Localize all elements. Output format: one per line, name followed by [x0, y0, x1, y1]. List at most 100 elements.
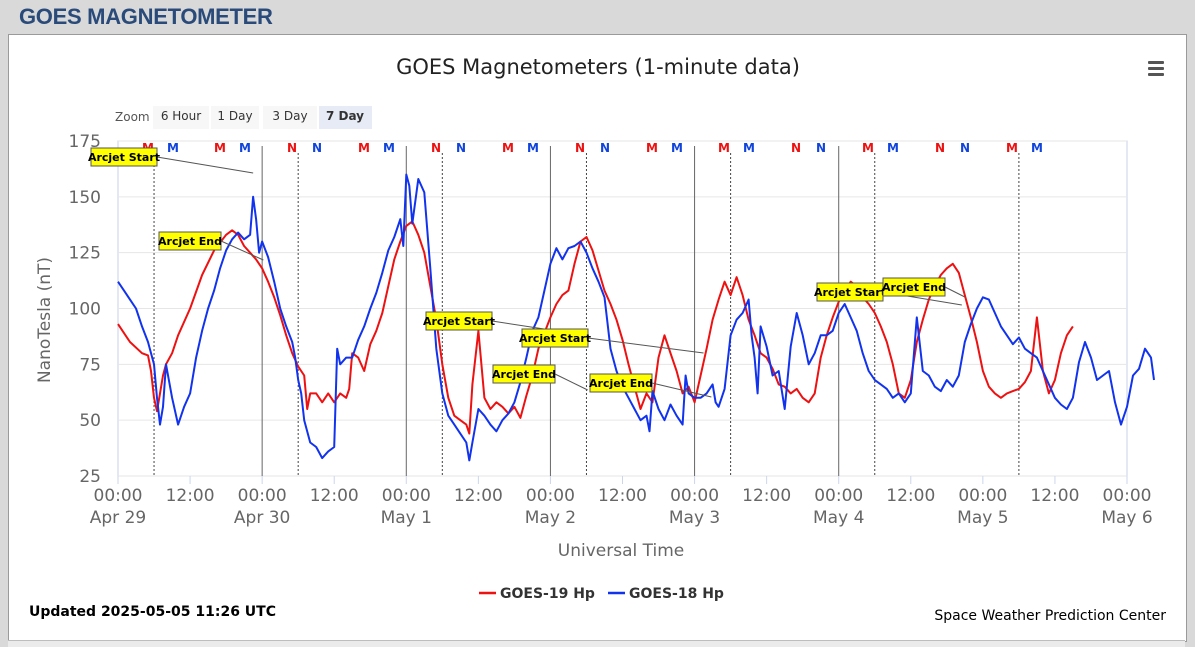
chart-title: GOES Magnetometers (1-minute data) [396, 55, 800, 79]
x-tick-date-label: May 5 [957, 508, 1008, 528]
arcjet-label: Arcjet Start [88, 151, 160, 164]
x-tick-label: 00:00 [1103, 486, 1152, 506]
arcjet-callout-box [158, 231, 222, 251]
eclipse-marker-goes18: N [816, 141, 826, 155]
arcjet-leader-line [587, 337, 704, 354]
y-tick-label: 75 [79, 355, 101, 375]
x-tick-label: 00:00 [958, 486, 1007, 506]
arcjet-label: Arcjet End [882, 281, 946, 294]
x-tick-label: 12:00 [166, 486, 215, 506]
arcjet-label: Arcjet End [492, 368, 556, 381]
arcjet-callout-box [90, 147, 158, 167]
eclipse-marker-goes19: N [431, 141, 441, 155]
zoom-button-label: 6 Hour [161, 109, 201, 123]
zoom-controls: Zoom 6 Hour 1 Day 3 Day 7 Day [115, 106, 372, 129]
x-tick-date-label: Apr 29 [90, 508, 146, 528]
eclipse-marker-goes18: M [167, 141, 179, 155]
zoom-button-1-day[interactable]: 1 Day [211, 106, 259, 129]
arcjet-leader-line [554, 373, 588, 391]
bottom-strip [8, 640, 1185, 647]
x-tick-label: 00:00 [526, 486, 575, 506]
eclipse-marker-goes19: N [791, 141, 801, 155]
x-tick-label: 00:00 [94, 486, 143, 506]
x-tick-label: 12:00 [886, 486, 935, 506]
hamburger-menu-icon[interactable] [1143, 57, 1169, 79]
arcjet-callout-box [492, 364, 556, 384]
x-tick-date-label: Apr 30 [234, 508, 290, 528]
eclipse-marker-goes18: M [671, 141, 683, 155]
x-tick-label: 00:00 [670, 486, 719, 506]
arcjet-leader-line [156, 156, 254, 174]
eclipse-marker-goes19: M [862, 141, 874, 155]
legend-label: GOES-19 Hp [500, 586, 595, 602]
eclipse-marker-goes19: M [214, 141, 226, 155]
arcjet-leader-line [944, 286, 966, 298]
updated-timestamp: Updated 2025-05-05 11:26 UTC [29, 604, 276, 620]
y-axis-label: NanoTesla (nT) [35, 257, 55, 383]
zoom-button-label: 7 Day [326, 109, 364, 123]
eclipse-marker-goes19: N [575, 141, 585, 155]
eclipse-marker-goes19: M [502, 141, 514, 155]
page-title: GOES MAGNETOMETER [19, 4, 273, 29]
zoom-button-3-day[interactable]: 3 Day [263, 106, 317, 129]
x-tick-date-label: May 4 [813, 508, 864, 528]
legend-label: GOES-18 Hp [629, 586, 724, 602]
arcjet-leader-line [651, 382, 712, 398]
x-tick-label: 12:00 [598, 486, 647, 506]
eclipse-marker-goes18: M [887, 141, 899, 155]
eclipse-marker-goes19: M [718, 141, 730, 155]
arcjet-callout-box [882, 277, 946, 297]
legend-item-goes-18[interactable]: GOES-18 Hp [608, 586, 724, 602]
zoom-button-label: 1 Day [217, 109, 252, 123]
eclipse-marker-goes19: N [935, 141, 945, 155]
x-tick-label: 00:00 [238, 486, 287, 506]
eclipse-marker-goes19: N [287, 141, 297, 155]
x-tick-label: 00:00 [382, 486, 431, 506]
eclipse-marker-goes18: N [960, 141, 970, 155]
eclipse-marker-goes18: M [383, 141, 395, 155]
y-tick-label: 125 [69, 244, 101, 264]
y-tick-label: 25 [79, 467, 101, 487]
x-tick-label: 12:00 [310, 486, 359, 506]
arcjet-callout-box [521, 328, 589, 348]
eclipse-marker-goes18: M [743, 141, 755, 155]
arcjet-label: Arcjet Start [519, 332, 591, 345]
zoom-button-7-day[interactable]: 7 Day [319, 106, 372, 129]
eclipse-marker-goes18: N [312, 141, 322, 155]
legend-item-goes-19[interactable]: GOES-19 Hp [479, 586, 595, 602]
x-tick-date-label: May 6 [1101, 508, 1152, 528]
y-tick-label: 175 [69, 132, 101, 152]
eclipse-marker-goes18: M [527, 141, 539, 155]
eclipse-marker-goes19: M [1006, 141, 1018, 155]
credit-text: Space Weather Prediction Center [934, 608, 1166, 624]
zoom-button-6-hour[interactable]: 6 Hour [153, 106, 209, 129]
arcjet-label: Arcjet End [158, 235, 222, 248]
x-tick-label: 12:00 [454, 486, 503, 506]
arcjet-callout-box [425, 311, 493, 331]
y-tick-label: 100 [69, 300, 101, 320]
x-tick-label: 12:00 [742, 486, 791, 506]
zoom-label: Zoom [115, 110, 150, 124]
eclipse-marker-goes19: M [358, 141, 370, 155]
arcjet-callout-box [589, 373, 653, 393]
page-header: GOES MAGNETOMETER [0, 0, 1195, 34]
arcjet-label: Arcjet Start [423, 315, 495, 328]
eclipse-marker-goes18: N [456, 141, 466, 155]
magnetometer-chart: GOES Magnetometers (1-minute data) Zoom … [29, 55, 1169, 624]
eclipse-marker-goes18: M [239, 141, 251, 155]
chart-panel: GOES Magnetometers (1-minute data) Zoom … [8, 34, 1187, 642]
arcjet-label: Arcjet Start [814, 286, 886, 299]
x-tick-date-label: May 1 [381, 508, 432, 528]
arcjet-label: Arcjet End [589, 377, 653, 390]
eclipse-marker-goes18: N [600, 141, 610, 155]
y-tick-label: 50 [79, 411, 101, 431]
x-axis-label: Universal Time [558, 541, 684, 561]
legend: GOES-19 Hp GOES-18 Hp [479, 586, 724, 602]
zoom-button-label: 3 Day [272, 109, 307, 123]
y-tick-label: 150 [69, 188, 101, 208]
x-tick-label: 12:00 [1030, 486, 1079, 506]
x-tick-date-label: May 3 [669, 508, 720, 528]
x-tick-label: 00:00 [814, 486, 863, 506]
eclipse-marker-goes18: M [1031, 141, 1043, 155]
x-tick-date-label: May 2 [525, 508, 576, 528]
